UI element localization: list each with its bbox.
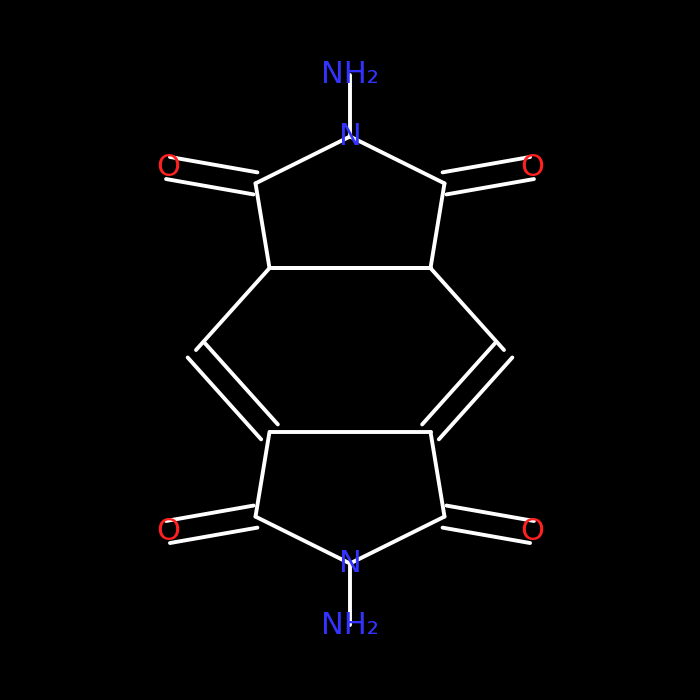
Text: N: N — [339, 549, 361, 578]
Text: NH₂: NH₂ — [321, 610, 379, 640]
Text: NH₂: NH₂ — [321, 60, 379, 90]
Text: O: O — [520, 517, 544, 547]
Text: O: O — [520, 153, 544, 183]
Text: O: O — [156, 517, 180, 547]
Text: N: N — [339, 122, 361, 151]
Text: O: O — [156, 153, 180, 183]
